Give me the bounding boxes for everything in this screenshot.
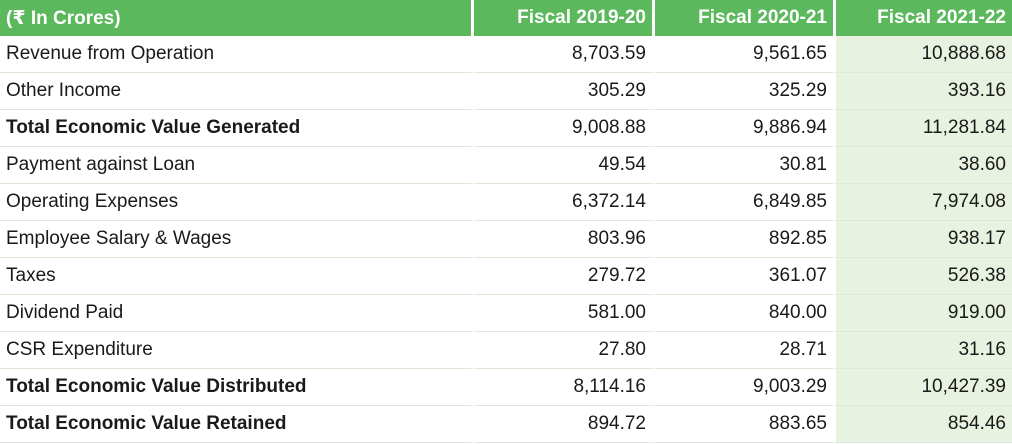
row-value: 6,849.85 [655, 184, 836, 221]
column-header-fy2020-21: Fiscal 2020-21 [655, 0, 836, 36]
row-value: 840.00 [655, 295, 836, 332]
row-value: 8,703.59 [474, 36, 655, 73]
row-value: 49.54 [474, 147, 655, 184]
row-value: 38.60 [836, 147, 1012, 184]
table-row: Operating Expenses 6,372.14 6,849.85 7,974.… [0, 184, 1012, 221]
row-value: 894.72 [474, 406, 655, 443]
row-value: 10,888.68 [836, 36, 1012, 73]
row-label: Dividend Paid [0, 295, 474, 332]
row-label: CSR Expenditure [0, 332, 474, 369]
table-row: Total Economic Value Generated 9,008.88 9,… [0, 110, 1012, 147]
row-value: 28.71 [655, 332, 836, 369]
row-value: 919.00 [836, 295, 1012, 332]
row-value: 526.38 [836, 258, 1012, 295]
row-value: 8,114.16 [474, 369, 655, 406]
row-label: Total Economic Value Generated [0, 110, 474, 147]
row-value: 581.00 [474, 295, 655, 332]
row-value: 31.16 [836, 332, 1012, 369]
row-label: Taxes [0, 258, 474, 295]
row-value: 854.46 [836, 406, 1012, 443]
row-value: 803.96 [474, 221, 655, 258]
table-row: Payment against Loan 49.54 30.81 38.60 [0, 147, 1012, 184]
row-value: 9,561.65 [655, 36, 836, 73]
row-label: Employee Salary & Wages [0, 221, 474, 258]
row-value: 279.72 [474, 258, 655, 295]
table-row: Dividend Paid 581.00 840.00 919.00 [0, 295, 1012, 332]
table-header-row: (₹ In Crores) Fiscal 2019-20 Fiscal 2020… [0, 0, 1012, 36]
row-value: 883.65 [655, 406, 836, 443]
column-header-fy2021-22: Fiscal 2021-22 [836, 0, 1012, 36]
row-value: 938.17 [836, 221, 1012, 258]
table-row: Taxes 279.72 361.07 526.38 [0, 258, 1012, 295]
row-value: 325.29 [655, 73, 836, 110]
row-value: 361.07 [655, 258, 836, 295]
table-row: Total Economic Value Distributed 8,114.16… [0, 369, 1012, 406]
row-label: Total Economic Value Retained [0, 406, 474, 443]
table-row: Employee Salary & Wages 803.96 892.85 938.1… [0, 221, 1012, 258]
row-value: 892.85 [655, 221, 836, 258]
table-row: Revenue from Operation 8,703.59 9,561.65 10… [0, 36, 1012, 73]
table-body: Revenue from Operation 8,703.59 9,561.65 10… [0, 36, 1012, 443]
row-label: Operating Expenses [0, 184, 474, 221]
row-value: 30.81 [655, 147, 836, 184]
row-value: 7,974.08 [836, 184, 1012, 221]
row-value: 9,886.94 [655, 110, 836, 147]
row-label: Payment against Loan [0, 147, 474, 184]
row-label: Other Income [0, 73, 474, 110]
table-row: Total Economic Value Retained 894.72 883.6… [0, 406, 1012, 443]
row-value: 27.80 [474, 332, 655, 369]
row-value: 10,427.39 [836, 369, 1012, 406]
row-value: 9,008.88 [474, 110, 655, 147]
unit-header: (₹ In Crores) [0, 0, 474, 36]
row-value: 305.29 [474, 73, 655, 110]
table-row: CSR Expenditure 27.80 28.71 31.16 [0, 332, 1012, 369]
row-value: 6,372.14 [474, 184, 655, 221]
row-value: 11,281.84 [836, 110, 1012, 147]
row-label: Total Economic Value Distributed [0, 369, 474, 406]
column-header-fy2019-20: Fiscal 2019-20 [474, 0, 655, 36]
row-label: Revenue from Operation [0, 36, 474, 73]
table-row: Other Income 305.29 325.29 393.16 [0, 73, 1012, 110]
row-value: 393.16 [836, 73, 1012, 110]
row-value: 9,003.29 [655, 369, 836, 406]
